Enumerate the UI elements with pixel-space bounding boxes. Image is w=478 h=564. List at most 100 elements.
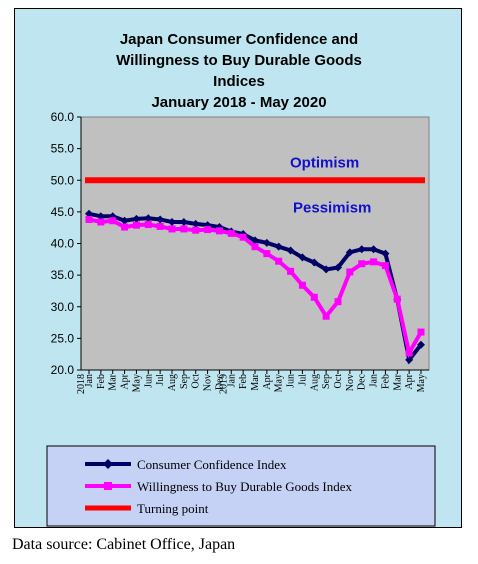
data-point [144, 221, 152, 229]
data-point [345, 248, 354, 257]
data-point [156, 222, 164, 230]
y-tick-label: 30.0 [51, 300, 75, 314]
chart: Japan Consumer Confidence and Willingness… [46, 31, 436, 527]
x-year-label: 2018 [76, 374, 87, 394]
x-tick-label: May [416, 374, 427, 392]
x-tick-label: Sep [321, 374, 332, 389]
data-point [405, 355, 414, 364]
data-point [179, 217, 188, 226]
x-tick-label: Aug [167, 374, 178, 391]
data-point [369, 245, 378, 254]
data-point [239, 233, 247, 241]
y-tick-label: 35.0 [51, 268, 75, 282]
x-tick-label: Nov [203, 374, 214, 391]
x-tick-label: Dec [357, 373, 368, 390]
x-tick-label: Oct [191, 374, 202, 389]
data-point [191, 219, 200, 228]
data-point [109, 217, 117, 225]
x-tick-label: Sep [179, 374, 190, 389]
data-point [180, 225, 188, 233]
data-point [251, 243, 259, 251]
x-tick-label: Apr [404, 373, 415, 389]
data-point [168, 217, 176, 226]
data-point [121, 223, 129, 231]
data-point [275, 257, 283, 265]
y-tick-label: 45.0 [51, 205, 75, 219]
chart-title-line: January 2018 - May 2020 [151, 94, 326, 111]
x-tick-label: Apr [120, 373, 131, 389]
data-point [132, 214, 141, 223]
x-tick-label: May [274, 374, 285, 392]
x-tick-label: Feb [96, 374, 107, 389]
data-point [156, 215, 165, 224]
y-tick-label: 60.0 [51, 110, 75, 124]
x-year-label: 2019 [218, 374, 229, 394]
data-point [417, 328, 425, 336]
x-tick-label: Feb [380, 374, 391, 389]
x-tick-label: Apr [262, 373, 273, 389]
data-point [85, 209, 93, 218]
x-tick-label: May [131, 374, 142, 392]
annotation-optimism: Optimism [290, 154, 359, 171]
x-tick-label: Mar [250, 373, 261, 390]
legend-label: Turning point [137, 501, 209, 516]
data-point [322, 312, 330, 320]
data-point [393, 295, 401, 303]
data-point [417, 340, 425, 349]
data-point [263, 250, 271, 258]
data-point [381, 262, 389, 270]
data-point [298, 253, 307, 262]
y-tick-label: 25.0 [51, 331, 75, 345]
x-tick-label: Jul [155, 374, 166, 386]
legend-label: Consumer Confidence Index [137, 457, 287, 472]
data-point [298, 281, 306, 289]
chart-frame: Japan Consumer Confidence and Willingness… [14, 8, 462, 528]
data-point [227, 229, 235, 237]
chart-title-line: Willingness to Buy Durable Goods [116, 52, 362, 69]
chart-title-line: Japan Consumer Confidence and [120, 31, 358, 48]
x-tick-label: Oct [333, 374, 344, 389]
data-point [251, 236, 259, 245]
data-point [85, 215, 93, 223]
x-tick-label: Nov [345, 374, 356, 391]
data-point [370, 258, 378, 266]
y-tick-label: 55.0 [51, 142, 75, 156]
x-tick-label: Jun [143, 374, 154, 388]
data-point [310, 293, 318, 301]
x-tick-label: Feb [238, 374, 249, 389]
y-tick-label: 40.0 [51, 237, 75, 251]
x-tick-label: Jun [286, 374, 297, 388]
data-point [144, 214, 153, 223]
data-point [97, 218, 105, 226]
data-point [358, 260, 366, 268]
source-note: Data source: Cabinet Office, Japan [12, 536, 236, 553]
data-point [168, 225, 176, 233]
legend-swatch-marker [104, 482, 112, 490]
data-point [322, 265, 331, 274]
x-tick-label: Jan [369, 374, 380, 387]
data-point [192, 226, 200, 234]
data-point [334, 298, 342, 306]
annotation-pessimism: Pessimism [293, 199, 371, 216]
x-tick-label: Jul [297, 374, 308, 386]
data-point [274, 242, 283, 251]
data-point [310, 258, 319, 267]
data-point [357, 245, 366, 254]
data-point [262, 238, 271, 247]
data-point [286, 246, 295, 255]
data-point [215, 227, 223, 235]
y-tick-label: 20.0 [51, 363, 75, 377]
data-point [334, 263, 342, 272]
x-tick-label: Dec [214, 373, 225, 390]
chart-title-line: Indices [213, 73, 265, 90]
data-point [346, 268, 354, 276]
data-point [120, 216, 129, 225]
legend-label: Willingness to Buy Durable Goods Index [137, 479, 353, 494]
data-point [381, 249, 390, 258]
data-point [204, 226, 212, 234]
data-point [132, 221, 140, 229]
x-tick-label: Mar [392, 373, 403, 390]
x-tick-label: Jan [84, 374, 95, 387]
data-point [96, 212, 105, 221]
y-tick-label: 50.0 [51, 173, 75, 187]
